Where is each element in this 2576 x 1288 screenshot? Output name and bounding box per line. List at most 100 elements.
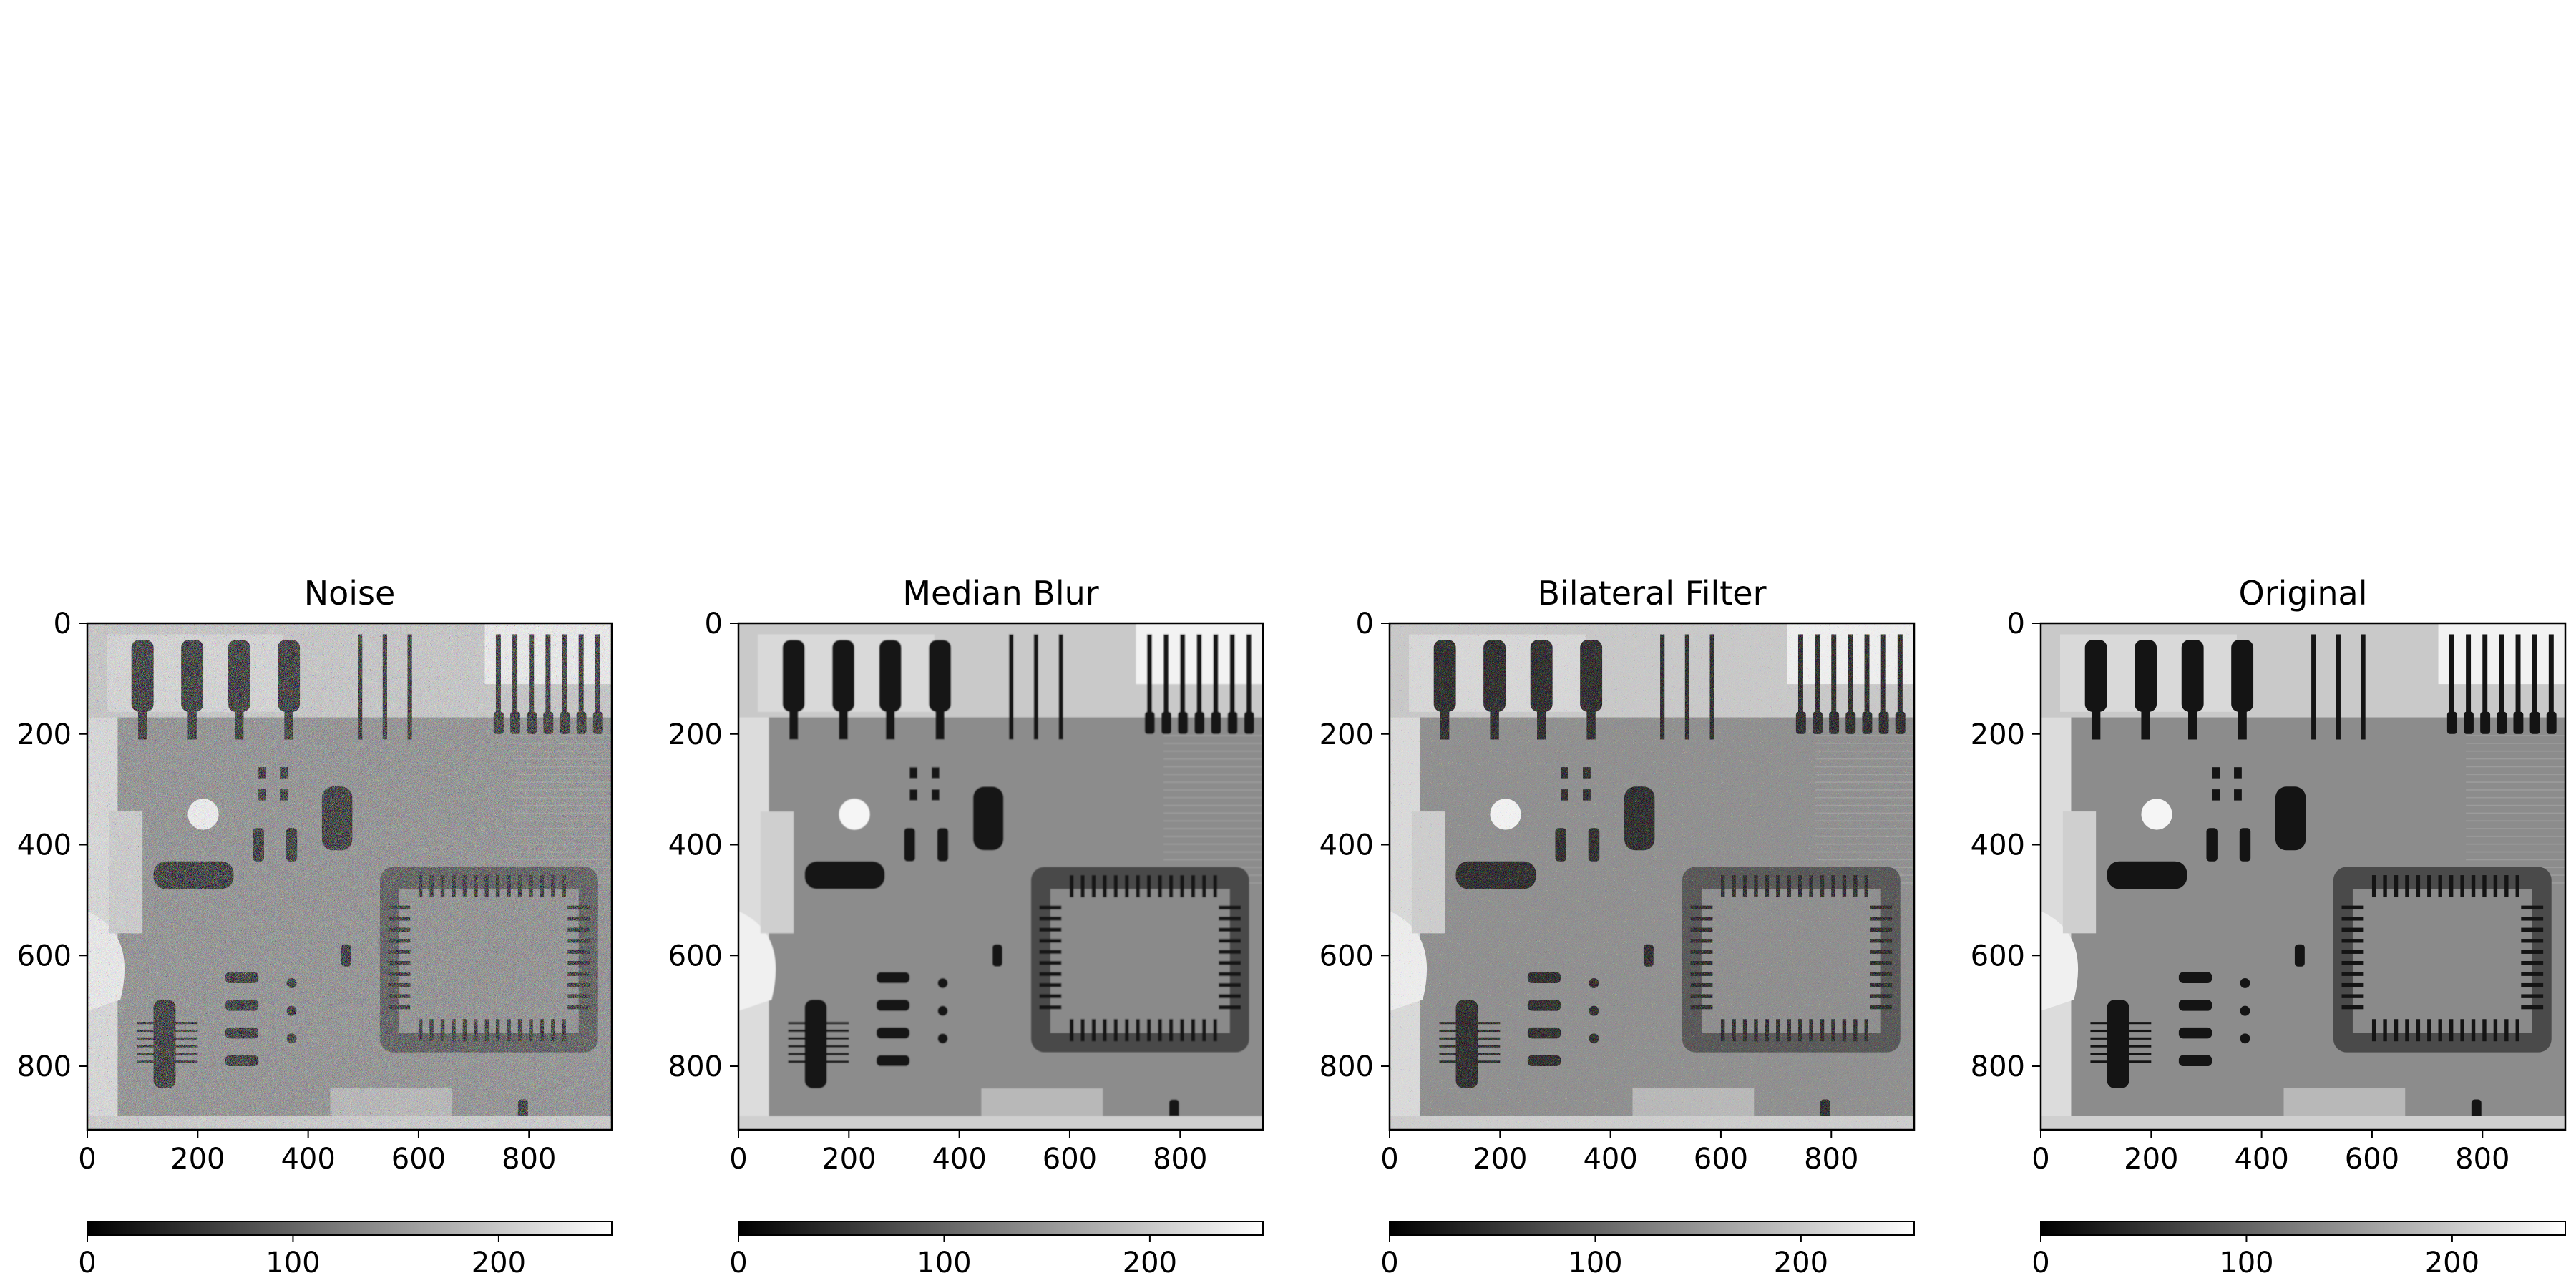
chip-pin-left-1: [2341, 905, 2364, 910]
lower-lead-1: [1439, 1022, 1501, 1025]
chip-pin-top-3: [1091, 875, 1096, 898]
lower-lead-5: [137, 1053, 198, 1055]
colorbar: [738, 1221, 1264, 1236]
x-tick-label: 800: [1153, 1143, 1207, 1176]
colorbar-tick-label: 0: [729, 1246, 747, 1279]
y-tick-label: 200: [668, 718, 723, 751]
connector-pin-4: [545, 634, 551, 718]
x-tick-label: 0: [78, 1143, 96, 1176]
connector-pin-6: [2532, 634, 2537, 718]
chip-pin-left-5: [2341, 950, 2364, 954]
x-tick-label: 800: [2455, 1143, 2509, 1176]
chip-pin-right-5: [1219, 950, 1241, 954]
bottom-part: [517, 1099, 528, 1122]
chip-pin-bottom-6: [2427, 1019, 2431, 1042]
left-pad: [1411, 811, 1445, 934]
pin-3: [407, 634, 412, 740]
chip-pin-left-3: [1690, 927, 1713, 932]
lower-lead-6: [2090, 1060, 2152, 1063]
capacitor-4: [929, 640, 952, 712]
connector-pin-2: [1163, 634, 1169, 718]
chip-pin-bottom-5: [1765, 1019, 1770, 1042]
chip-body: [1050, 889, 1230, 1033]
capacitor-lead-1: [1440, 706, 1450, 740]
chip-pin-right-4: [2521, 939, 2544, 943]
connector-foot-6: [1878, 711, 1889, 734]
capacitor-3: [1530, 640, 1553, 712]
chip-pin-top-2: [1080, 875, 1085, 898]
lower-resistor-4: [225, 1055, 259, 1067]
chip-pin-bottom-11: [2482, 1019, 2487, 1042]
connector-foot-5: [1211, 711, 1221, 734]
chip-pin-right-10: [1219, 1005, 1241, 1010]
chip-pin-left-9: [388, 994, 411, 998]
resistor-4: [932, 789, 940, 801]
chip-pin-bottom-7: [2438, 1019, 2442, 1042]
chip-pin-right-8: [1870, 982, 1893, 987]
chip-pin-right-7: [1219, 972, 1241, 976]
chip-pin-bottom-9: [2460, 1019, 2464, 1042]
chip-pin-left-3: [2341, 927, 2364, 932]
colorbar-tick-label: 0: [2031, 1246, 2049, 1279]
lower-dot-2: [286, 1005, 297, 1016]
colorbar-tick-label: 200: [2425, 1246, 2479, 1279]
chip-pin-left-10: [1039, 1005, 1062, 1010]
connector-foot-2: [1161, 711, 1171, 734]
lower-lead-4: [1439, 1045, 1501, 1048]
connector-pin-3: [529, 634, 535, 718]
connector-foot-3: [1829, 711, 1840, 734]
chip-pin-left-4: [1690, 939, 1713, 943]
chip-pin-right-1: [1219, 905, 1241, 910]
chip-pin-top-5: [1113, 875, 1118, 898]
chip-pin-top-10: [2471, 875, 2476, 898]
horizontal-capacitor: [153, 861, 234, 889]
connector-foot-7: [1895, 711, 1906, 734]
y-tick-label: 400: [668, 829, 723, 862]
connector-foot-3: [527, 711, 537, 734]
chip-pin-right-9: [1219, 994, 1241, 998]
horizontal-capacitor: [1455, 861, 1536, 889]
x-tick-label: 600: [1694, 1143, 1748, 1176]
chip-pin-right-10: [567, 1005, 590, 1010]
connector-pin-7: [1897, 634, 1903, 718]
chip-pin-top-9: [1158, 875, 1162, 898]
chip-pin-top-8: [2449, 875, 2454, 898]
horizontal-capacitor: [2107, 861, 2187, 889]
resistor-1: [1561, 767, 1568, 779]
y-tick-label: 200: [17, 718, 72, 751]
chip-pin-bottom-2: [429, 1019, 434, 1042]
chip-pin-top-8: [1146, 875, 1151, 898]
left-notch: [87, 911, 125, 1011]
chip-pin-left-2: [388, 917, 411, 921]
connector-pin-4: [2499, 634, 2504, 718]
lower-lead-2: [1439, 1029, 1501, 1033]
lower-resistor-4: [2178, 1055, 2212, 1067]
chip-pin-top-6: [1125, 875, 1129, 898]
chip-pin-left-5: [388, 950, 411, 954]
x-tick-label: 200: [2124, 1143, 2178, 1176]
pin-1: [1009, 634, 1014, 740]
trace-region: [512, 733, 612, 889]
lower-lead-3: [1439, 1037, 1501, 1040]
cap-small-1: [1555, 828, 1566, 862]
lower-lead-4: [2090, 1045, 2152, 1048]
capacitor-2: [2135, 640, 2157, 712]
small-part: [1643, 944, 1654, 967]
connector-pin-4: [1196, 634, 1202, 718]
capacitor-3: [228, 640, 250, 712]
left-pad: [2062, 811, 2097, 934]
connector-foot-5: [1862, 711, 1873, 734]
chip-body: [399, 889, 579, 1033]
lower-lead-6: [137, 1060, 198, 1063]
small-part: [341, 944, 351, 967]
connector-pin-1: [2449, 634, 2454, 718]
lower-capacitor: [1455, 1000, 1478, 1088]
x-tick-label: 600: [391, 1143, 446, 1176]
lower-lead-6: [1439, 1060, 1501, 1063]
lower-dot-2: [2240, 1005, 2250, 1016]
connector-foot-7: [1244, 711, 1254, 734]
connector-foot-7: [592, 711, 603, 734]
connector-pin-5: [1213, 634, 1219, 718]
chip-pin-top-6: [1776, 875, 1780, 898]
capacitor-3: [879, 640, 902, 712]
